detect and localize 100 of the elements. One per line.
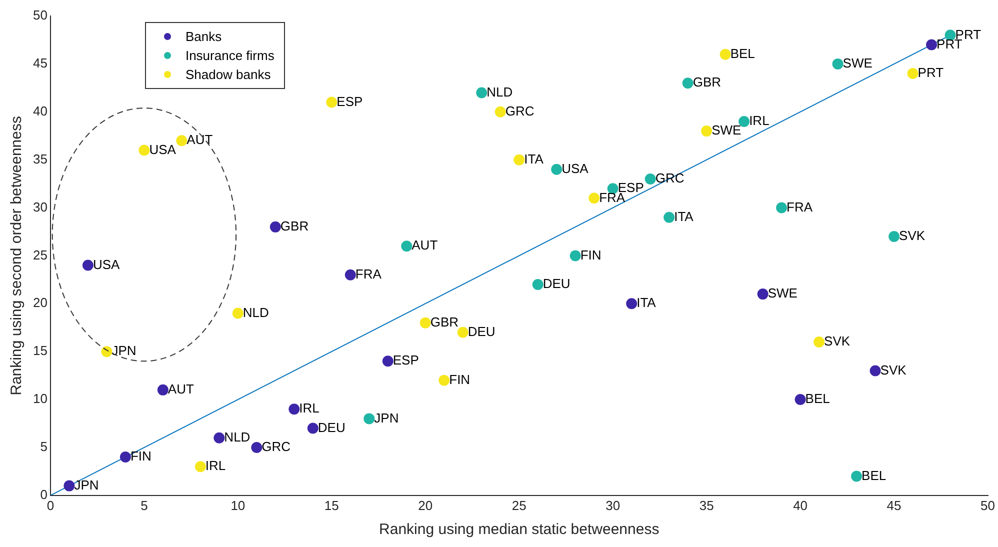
point — [870, 365, 881, 376]
y-tick-label: 30 — [32, 199, 48, 214]
data-label: SVK — [899, 228, 926, 244]
x-tick-label: 5 — [140, 498, 148, 513]
point — [701, 126, 712, 137]
point — [270, 221, 281, 232]
data-label: SWE — [712, 122, 742, 138]
y-tick-label: 15 — [32, 343, 48, 358]
point — [570, 250, 581, 262]
point — [514, 154, 525, 166]
point — [532, 278, 544, 290]
point — [382, 356, 394, 367]
data-label: GBR — [430, 314, 459, 330]
y-tick-label: 5 — [40, 439, 48, 454]
data-label: NLD — [486, 84, 513, 100]
data-label: ITA — [674, 208, 694, 224]
data-label: DEU — [468, 324, 496, 339]
point — [664, 212, 675, 223]
point — [232, 308, 244, 319]
data-label: GRC — [262, 439, 291, 454]
legend-label: Shadow banks — [185, 67, 271, 82]
point — [401, 240, 412, 252]
x-tick-label: 20 — [418, 498, 433, 513]
data-label: PRT — [918, 65, 944, 80]
legend-label: Insurance firms — [185, 48, 274, 63]
point — [644, 173, 656, 184]
point — [682, 78, 694, 89]
x-tick-label: 15 — [324, 498, 339, 513]
data-label: GBR — [280, 218, 309, 234]
point — [832, 58, 844, 70]
y-axis-title: Ranking using second order betweenness — [8, 116, 26, 396]
point — [288, 404, 300, 415]
point — [364, 413, 375, 424]
data-label: DEU — [542, 276, 570, 292]
x-axis-title: Ranking using median static betweenness — [379, 521, 660, 538]
point — [438, 374, 450, 386]
x-tick-label: 40 — [793, 498, 808, 513]
point — [551, 164, 562, 175]
data-label: PRT — [936, 36, 962, 52]
point — [214, 432, 225, 444]
y-tick-label: 20 — [32, 295, 48, 310]
data-label: ITA — [524, 151, 544, 166]
data-label: FIN — [449, 372, 470, 387]
data-label: IRL — [749, 113, 770, 128]
point — [82, 260, 94, 271]
point — [101, 346, 112, 358]
point — [194, 461, 206, 472]
x-tick-label: 35 — [699, 498, 714, 513]
point — [307, 422, 318, 434]
point — [457, 326, 468, 338]
data-label: JPN — [74, 477, 99, 492]
data-label: IRL — [299, 400, 320, 416]
data-label: JPN — [374, 410, 399, 426]
y-tick-label: 50 — [32, 8, 48, 23]
point — [720, 48, 731, 60]
data-label: AUT — [168, 382, 194, 397]
data-label: SWE — [842, 56, 873, 71]
data-label: GBR — [692, 74, 722, 90]
point — [888, 231, 900, 242]
data-label: BEL — [862, 468, 886, 483]
y-tick-label: 25 — [32, 247, 48, 262]
data-label: AUT — [412, 238, 438, 253]
data-label: FIN — [130, 448, 152, 464]
data-label: SVK — [824, 334, 850, 349]
data-label: NLD — [224, 429, 250, 444]
data-label: SWE — [768, 286, 798, 301]
point — [757, 288, 768, 300]
point — [176, 135, 188, 146]
point — [120, 452, 131, 463]
data-label: FRA — [786, 199, 813, 214]
x-tick-label: 25 — [512, 498, 526, 513]
data-label: GRC — [505, 103, 534, 118]
point — [251, 442, 262, 453]
data-label: USA — [92, 256, 120, 272]
point — [738, 116, 750, 127]
point — [588, 192, 600, 204]
legend-label: Banks — [185, 29, 222, 44]
data-label: ESP — [392, 352, 419, 368]
x-tick-label: 10 — [230, 498, 246, 513]
data-label: ESP — [336, 94, 363, 109]
point — [344, 269, 356, 280]
data-label: DEU — [318, 420, 346, 435]
data-label: JPN — [112, 343, 136, 358]
point — [476, 87, 488, 98]
data-label: USA — [149, 142, 176, 157]
data-label: FRA — [355, 266, 382, 282]
point — [794, 394, 806, 406]
data-label: BEL — [805, 391, 830, 406]
point — [494, 106, 506, 118]
point — [420, 317, 431, 328]
y-tick-label: 45 — [32, 56, 48, 71]
data-label: SVK — [880, 362, 907, 378]
point — [907, 68, 918, 80]
point — [626, 298, 638, 310]
point — [138, 144, 150, 156]
point — [157, 384, 168, 396]
data-label: FIN — [580, 247, 602, 262]
data-label: USA — [562, 160, 589, 176]
x-tick-label: 30 — [606, 498, 620, 513]
y-tick-label: 0 — [40, 486, 48, 502]
